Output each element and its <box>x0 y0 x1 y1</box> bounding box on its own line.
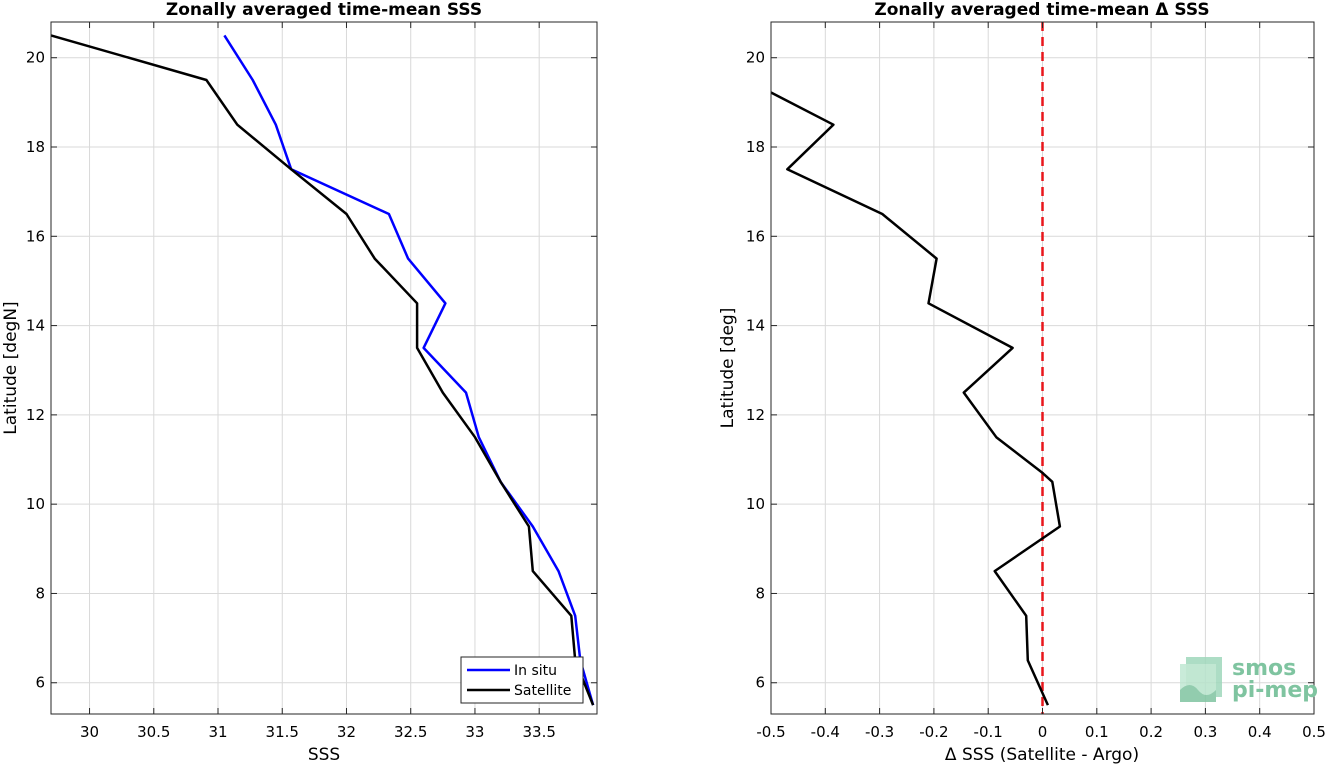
x-tick-label: -0.2 <box>919 723 948 741</box>
y-tick-label: 14 <box>746 317 765 335</box>
x-tick-label: 32 <box>337 723 356 741</box>
series-delta-sss <box>770 91 1062 706</box>
ticks-sss: 30 30.5 31 31.5 32 32.5 33 33.5 6 8 10 12 14 16 18 20 <box>26 22 597 741</box>
y-tick-label: 14 <box>26 317 45 335</box>
y-tick-label: 18 <box>26 138 45 156</box>
chart-title-sss: Zonally averaged time-mean SSS <box>166 0 482 20</box>
legend-box <box>460 656 584 704</box>
logo-wave-icon <box>1180 657 1222 702</box>
series-line-delta-sss <box>770 91 1062 706</box>
y-axis-label-sss: Latitude [degN] <box>1 301 21 434</box>
ticks-delta-sss: -0.5 -0.4 -0.3 -0.2 -0.1 0 0.1 0.2 0.3 0.4 0.5 6 8 10… <box>746 22 1326 741</box>
x-tick-label: 30 <box>80 723 99 741</box>
y-tick-label: 8 <box>755 584 765 602</box>
legend: In situ Satellite <box>460 656 584 704</box>
y-tick-label: 10 <box>746 495 765 513</box>
y-tick-label: 16 <box>746 227 765 245</box>
series-line-in-situ <box>223 34 595 706</box>
y-tick-label: 20 <box>26 49 45 67</box>
logo-text-smos: smos <box>1232 656 1296 681</box>
y-tick-label: 16 <box>26 227 45 245</box>
panel-sss: 30 30.5 31 31.5 32 32.5 33 33.5 6 8 10 12 14 16 18 20 Z… <box>1 0 598 765</box>
legend-label-in-situ: In situ <box>514 663 557 679</box>
x-tick-label: 0 <box>1038 723 1048 741</box>
x-tick-label: 32.5 <box>394 723 427 741</box>
x-tick-label: 0.4 <box>1248 723 1272 741</box>
grid-sss <box>51 22 597 714</box>
x-tick-label: 0.5 <box>1302 723 1326 741</box>
x-axis-label-delta-sss: Δ SSS (Satellite - Argo) <box>945 745 1139 765</box>
y-tick-label: 8 <box>35 584 45 602</box>
series-line-satellite <box>50 34 595 706</box>
chart-title-delta-sss: Zonally averaged time-mean Δ SSS <box>874 0 1209 20</box>
panel-delta-sss: -0.5 -0.4 -0.3 -0.2 -0.1 0 0.1 0.2 0.3 0.4 0.5 6 8 10… <box>718 0 1326 765</box>
x-tick-label: -0.4 <box>811 723 840 741</box>
series-sss <box>50 34 595 706</box>
y-tick-label: 18 <box>746 138 765 156</box>
x-tick-label: 0.1 <box>1085 723 1109 741</box>
y-axis-label-delta-sss: Latitude [deg] <box>718 308 738 429</box>
x-tick-label: 30.5 <box>137 723 170 741</box>
x-tick-label: 31 <box>208 723 227 741</box>
y-tick-label: 6 <box>35 674 45 692</box>
x-tick-label: -0.1 <box>974 723 1003 741</box>
x-tick-label: -0.5 <box>756 723 785 741</box>
x-tick-label: 33.5 <box>522 723 555 741</box>
logo-text-pi-mep: pi-mep <box>1232 678 1318 703</box>
x-tick-label: -0.3 <box>865 723 894 741</box>
y-tick-label: 12 <box>746 406 765 424</box>
x-tick-label: 0.3 <box>1193 723 1217 741</box>
y-tick-label: 6 <box>755 674 765 692</box>
x-tick-label: 0.2 <box>1139 723 1163 741</box>
y-tick-label: 20 <box>746 49 765 67</box>
y-tick-label: 12 <box>26 406 45 424</box>
x-tick-label: 31.5 <box>266 723 299 741</box>
y-tick-label: 10 <box>26 495 45 513</box>
x-tick-label: 33 <box>465 723 484 741</box>
x-axis-label-sss: SSS <box>308 745 340 765</box>
legend-label-satellite: Satellite <box>514 683 571 699</box>
plot-frame-sss <box>50 21 598 715</box>
smos-pi-mep-logo: smos pi-mep <box>1180 656 1318 703</box>
